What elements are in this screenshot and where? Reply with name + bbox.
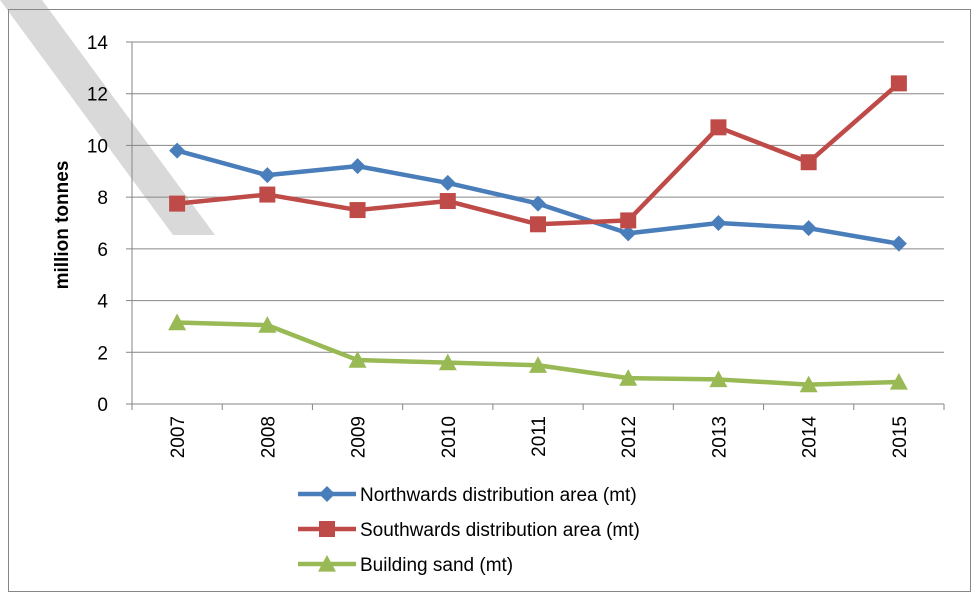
y-axis-label: million tonnes [52,161,73,290]
legend-label: Northwards distribution area (mt) [360,485,637,506]
data-point [801,220,817,236]
x-tick-labels: 2007 2008 2009 2010 2011 2012 2013 2014 2015 [168,416,911,459]
data-point [801,154,817,170]
y-tick-label: 10 [87,136,108,157]
legend: Northwards distribution area (mt) Southwa… [298,485,640,576]
series-lines [168,75,908,392]
data-point [530,196,546,212]
data-point [350,202,366,218]
y-tick-label: 6 [97,240,108,261]
data-point [440,175,456,191]
x-tick-label: 2008 [258,416,279,458]
data-point [259,187,275,203]
data-point [891,75,907,91]
x-tick-label: 2013 [709,416,730,458]
x-tick-label: 2011 [529,416,550,457]
series-line [177,323,899,385]
legend-item: Building sand (mt) [298,555,513,576]
y-tick-label: 8 [97,188,108,209]
x-tick-label: 2015 [890,416,911,458]
data-point [440,193,456,209]
data-point [710,119,726,135]
series-triangle [168,314,908,393]
legend-item: Northwards distribution area (mt) [298,485,637,506]
x-tick-label: 2012 [619,416,640,458]
legend-marker [319,521,335,537]
x-tick-label: 2014 [800,416,821,459]
x-tick-label: 2009 [349,416,370,458]
data-point [350,158,366,174]
data-point [259,167,275,183]
legend-marker [319,486,335,502]
data-point [169,196,185,212]
x-tick-label: 2010 [439,416,460,458]
data-point [530,216,546,232]
data-point [710,215,726,231]
y-tick-label: 14 [87,33,109,54]
y-tick-label: 2 [97,343,108,364]
y-tick-label: 12 [87,85,108,106]
legend-item: Southwards distribution area (mt) [298,520,640,541]
legend-label: Southwards distribution area (mt) [360,520,640,541]
legend-label: Building sand (mt) [360,555,513,576]
y-tick-labels: 0 2 4 6 8 10 12 14 [87,33,109,416]
data-point [620,212,636,228]
y-tick-label: 0 [97,395,108,416]
x-tick-label: 2007 [168,416,189,458]
y-tick-label: 4 [97,292,108,313]
